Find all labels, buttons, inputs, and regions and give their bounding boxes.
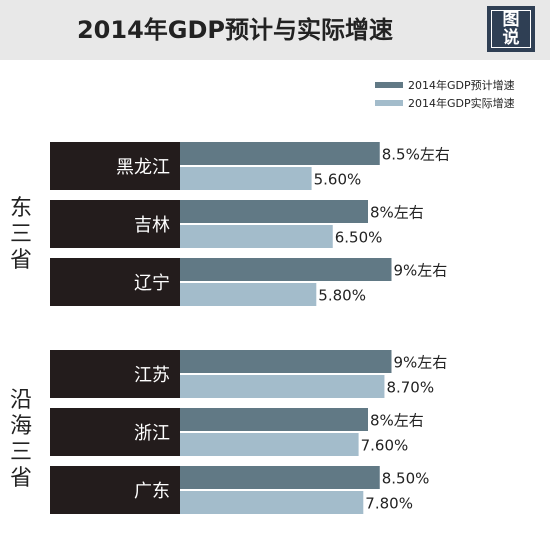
label-predicted-0: 8.5%左右: [382, 146, 450, 164]
label-predicted-3: 9%左右: [394, 354, 448, 372]
label-predicted-5: 8.50%: [382, 470, 430, 488]
label-actual-2: 5.80%: [318, 287, 366, 305]
chart-title: 2014年GDP预计与实际增速: [76, 16, 393, 44]
header-band: 2014年GDP预计与实际增速 图说: [0, 0, 550, 60]
legend-label-actual: 2014年GDP实际增速: [408, 97, 515, 110]
bar-predicted-3: [180, 350, 392, 373]
province-label-2: 辽宁: [50, 258, 180, 306]
group-label-northeast: 东三省: [9, 196, 32, 273]
label-actual-1: 6.50%: [335, 229, 383, 247]
bar-actual-5: [180, 491, 364, 514]
bar-actual-1: [180, 225, 333, 248]
province-label-4: 浙江: [50, 408, 180, 456]
tushuo-logo: 图说: [487, 6, 535, 52]
bar-predicted-2: [180, 258, 392, 281]
legend-swatch-predicted: [375, 82, 403, 88]
label-predicted-2: 9%左右: [394, 262, 448, 280]
bar-predicted-1: [180, 200, 368, 223]
group-label-coastal: 沿海三省: [9, 388, 32, 491]
label-predicted-1: 8%左右: [370, 204, 424, 222]
province-label-3: 江苏: [50, 350, 180, 398]
bar-predicted-5: [180, 466, 380, 489]
legend: 2014年GDP预计增速 2014年GDP实际增速: [375, 76, 515, 112]
legend-label-predicted: 2014年GDP预计增速: [408, 79, 515, 92]
bar-actual-0: [180, 167, 312, 190]
label-actual-5: 7.80%: [365, 495, 413, 513]
bar-predicted-4: [180, 408, 368, 431]
logo-frame: [491, 10, 531, 48]
legend-item-predicted: 2014年GDP预计增速: [375, 76, 515, 94]
legend-item-actual: 2014年GDP实际增速: [375, 94, 515, 112]
province-label-5: 广东: [50, 466, 180, 514]
bar-actual-3: [180, 375, 385, 398]
legend-swatch-actual: [375, 100, 403, 106]
bar-actual-2: [180, 283, 317, 306]
logo-text: 图说: [502, 10, 520, 48]
province-label-1: 吉林: [50, 200, 180, 248]
label-predicted-4: 8%左右: [370, 412, 424, 430]
bar-predicted-0: [180, 142, 380, 165]
label-actual-3: 8.70%: [386, 379, 434, 397]
label-actual-0: 5.60%: [314, 171, 362, 189]
label-actual-4: 7.60%: [361, 437, 409, 455]
bar-actual-4: [180, 433, 359, 456]
province-label-0: 黑龙江: [50, 142, 180, 190]
